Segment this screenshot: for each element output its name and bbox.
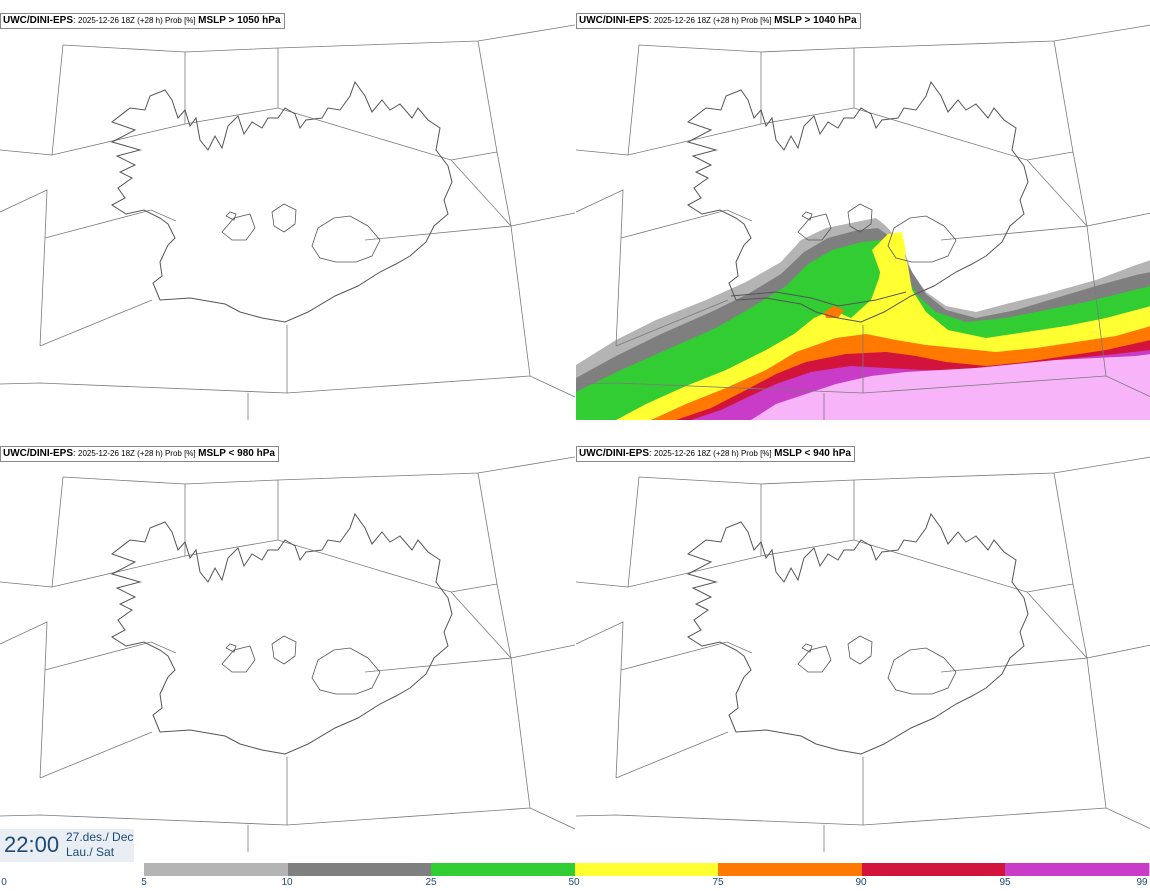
legend-swatch xyxy=(431,863,575,876)
lake-outline xyxy=(221,213,256,241)
legend-tick-label: 75 xyxy=(712,877,724,888)
legend-tick-label: 95 xyxy=(999,877,1011,888)
map-graticule xyxy=(576,24,1150,420)
legend-swatch xyxy=(287,863,431,876)
legend-swatch xyxy=(1005,863,1149,876)
panel-title: UWC/DINI-EPS: 2025-12-26 18Z (+28 h) Pro… xyxy=(576,13,861,29)
iceland-map xyxy=(0,24,575,420)
panel-title: UWC/DINI-EPS: 2025-12-26 18Z (+28 h) Pro… xyxy=(0,446,279,462)
legend-tick-label: 90 xyxy=(855,877,867,888)
map-graticule xyxy=(576,456,1150,852)
lake-outline xyxy=(225,643,237,653)
lake-outline xyxy=(271,203,297,233)
map-graticule xyxy=(0,456,575,852)
legend-tick-label: 25 xyxy=(425,877,437,888)
legend-swatch xyxy=(574,863,718,876)
lake-outline xyxy=(271,635,297,665)
coastline xyxy=(110,80,453,323)
lake-outline xyxy=(887,647,957,695)
legend-tick-label: 5 xyxy=(141,877,147,888)
iceland-map xyxy=(0,456,575,852)
panel-title: UWC/DINI-EPS: 2025-12-26 18Z (+28 h) Pro… xyxy=(576,446,855,462)
legend-swatch xyxy=(718,863,862,876)
legend-tick-label: 99 xyxy=(1136,877,1148,888)
lake-outline xyxy=(797,213,832,241)
lake-outline xyxy=(887,215,957,263)
iceland-map xyxy=(576,456,1150,852)
lake-outline xyxy=(311,215,381,263)
lake-outline xyxy=(225,211,237,221)
valid-time-clock: 22:00 xyxy=(4,832,60,857)
legend-tick-label: 50 xyxy=(568,877,580,888)
map-panel-mslp-lt-940: UWC/DINI-EPS: 2025-12-26 18Z (+28 h) Pro… xyxy=(576,432,1150,852)
legend-tick-label: 10 xyxy=(281,877,293,888)
legend-swatch xyxy=(144,863,288,876)
lake-outline xyxy=(847,635,873,665)
lake-outline xyxy=(801,211,813,221)
iceland-map xyxy=(576,24,1150,420)
lake-outline xyxy=(801,643,813,653)
valid-weekday: Lau./ Sat xyxy=(66,845,115,859)
coastline xyxy=(686,512,1029,755)
legend-tick-label: 0 xyxy=(1,877,7,888)
lake-outline xyxy=(797,645,832,673)
valid-date: 27.des./ Dec xyxy=(66,830,134,844)
probability-band xyxy=(872,232,906,272)
coastline xyxy=(110,512,453,755)
map-panel-mslp-gt-1050: UWC/DINI-EPS: 2025-12-26 18Z (+28 h) Pro… xyxy=(0,0,575,420)
coastline xyxy=(730,291,907,307)
lake-outline xyxy=(221,645,256,673)
valid-time-box xyxy=(0,829,134,862)
lake-outline xyxy=(847,203,873,233)
legend-swatch xyxy=(1148,863,1150,876)
probability-band xyxy=(824,306,844,318)
lake-outline xyxy=(311,647,381,695)
map-graticule xyxy=(0,24,575,420)
panel-title: UWC/DINI-EPS: 2025-12-26 18Z (+28 h) Pro… xyxy=(0,13,285,29)
legend-swatch xyxy=(861,863,1005,876)
coastline xyxy=(686,80,1029,323)
map-panel-mslp-gt-1040: UWC/DINI-EPS: 2025-12-26 18Z (+28 h) Pro… xyxy=(576,0,1150,420)
map-panel-mslp-lt-980: UWC/DINI-EPS: 2025-12-26 18Z (+28 h) Pro… xyxy=(0,432,575,852)
